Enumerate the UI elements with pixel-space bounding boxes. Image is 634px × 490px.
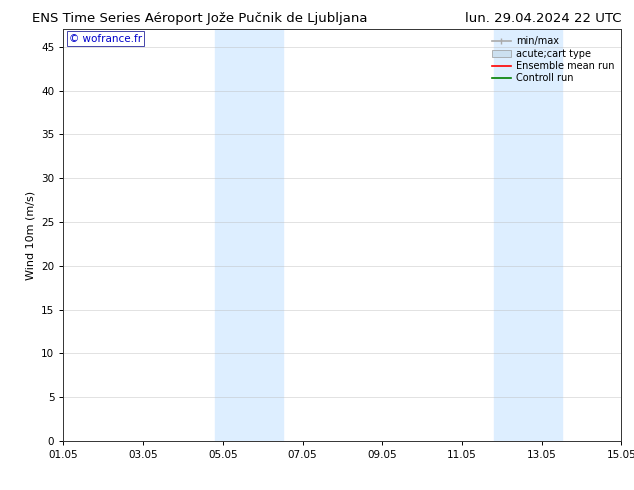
Legend: min/max, acute;cart type, Ensemble mean run, Controll run: min/max, acute;cart type, Ensemble mean … bbox=[489, 34, 616, 85]
Text: lun. 29.04.2024 22 UTC: lun. 29.04.2024 22 UTC bbox=[465, 12, 621, 25]
Text: © wofrance.fr: © wofrance.fr bbox=[69, 33, 142, 44]
Text: ENS Time Series Aéroport Jože Pučnik de Ljubljana: ENS Time Series Aéroport Jože Pučnik de … bbox=[32, 12, 367, 25]
Y-axis label: Wind 10m (m/s): Wind 10m (m/s) bbox=[25, 191, 36, 280]
Bar bbox=[215, 29, 283, 441]
Bar bbox=[494, 29, 562, 441]
